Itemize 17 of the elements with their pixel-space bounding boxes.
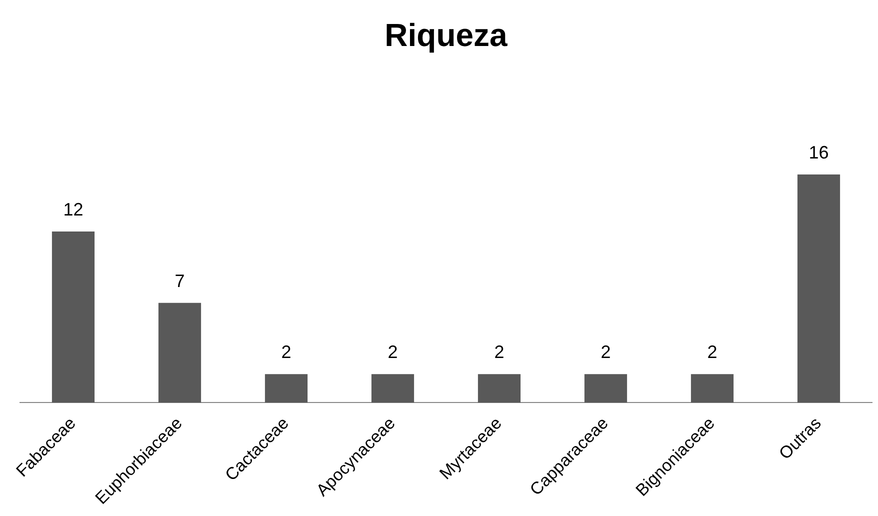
data-label: 2 — [388, 342, 398, 362]
bar — [158, 302, 202, 403]
bar — [264, 374, 308, 403]
data-label: 2 — [494, 342, 504, 362]
bar — [371, 374, 414, 403]
chart-title: Riqueza — [384, 17, 508, 54]
data-label: 2 — [707, 342, 718, 362]
data-label: 12 — [63, 199, 84, 220]
data-label: 7 — [174, 270, 185, 291]
bar — [690, 374, 734, 403]
bar — [584, 374, 628, 403]
bar — [478, 374, 521, 403]
data-label: 16 — [808, 142, 829, 162]
bar — [797, 174, 840, 403]
data-label: 2 — [600, 342, 611, 362]
bar — [52, 231, 95, 403]
data-label: 2 — [281, 342, 292, 362]
